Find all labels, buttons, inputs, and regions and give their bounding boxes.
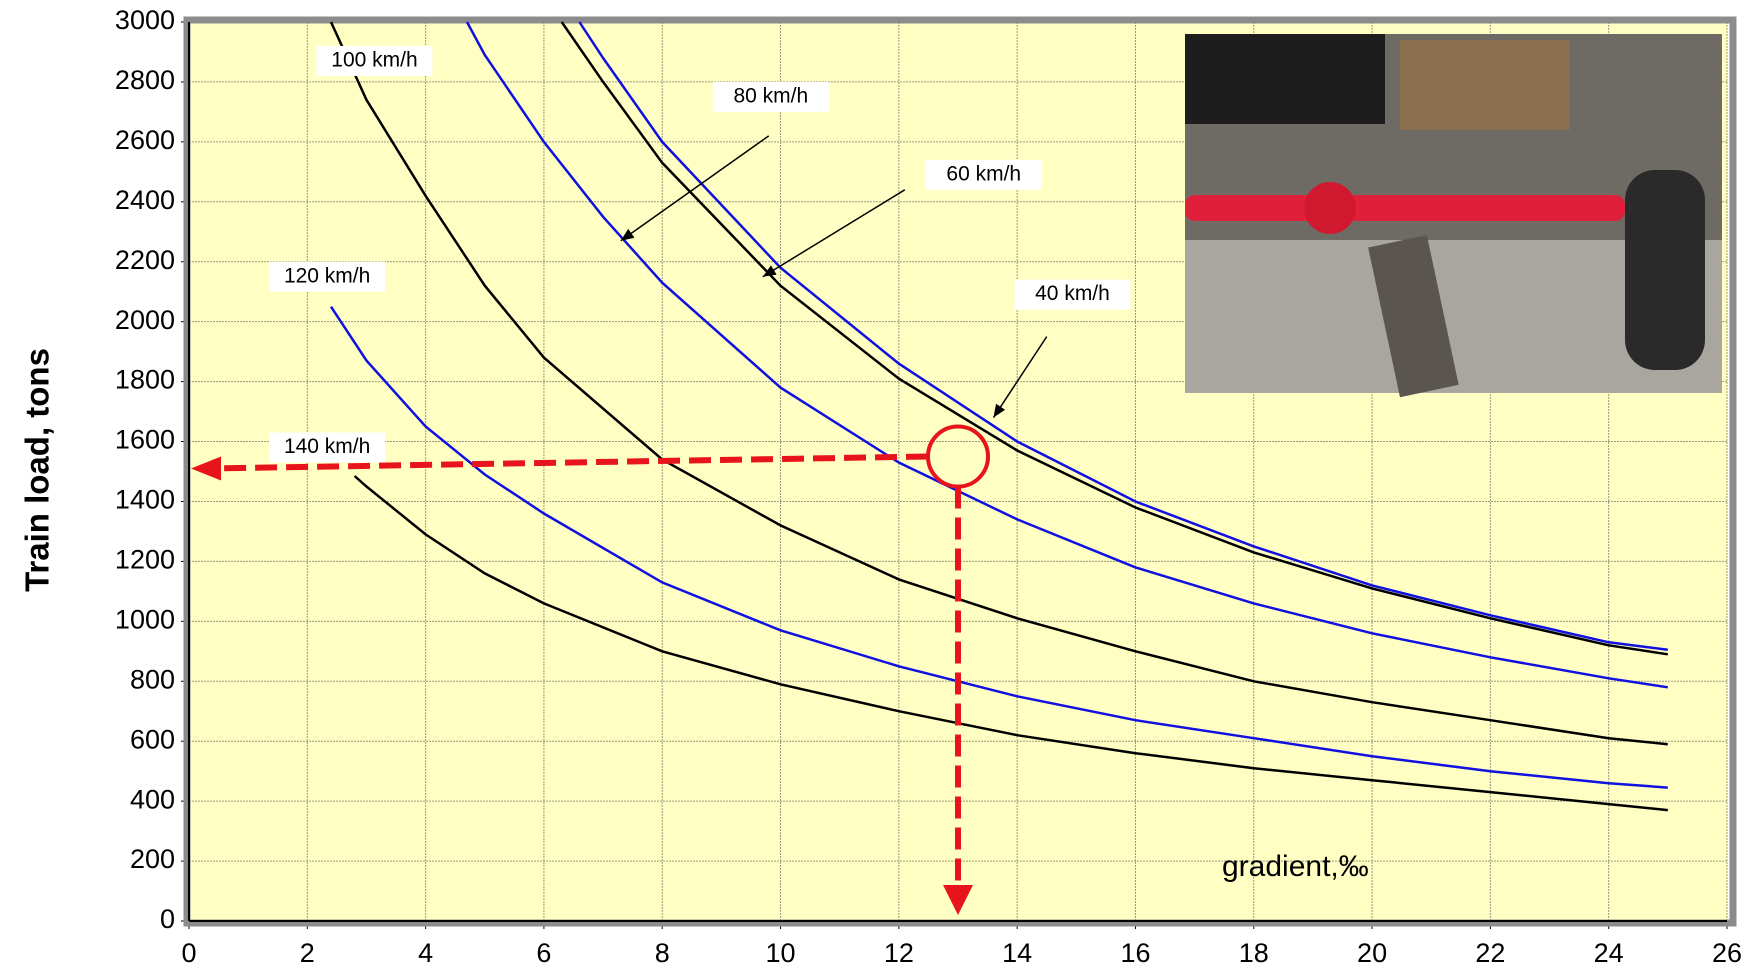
label-bg xyxy=(712,81,829,112)
label-arrow xyxy=(762,189,906,278)
series-line xyxy=(329,21,1668,746)
y-tick-label: 2200 xyxy=(115,245,175,275)
x-tick-label: 14 xyxy=(1002,938,1032,968)
series-label: 40 km/h xyxy=(1035,282,1110,305)
x-tick-label: 26 xyxy=(1712,938,1742,968)
y-tick-label: 0 xyxy=(160,904,175,934)
arrow-head xyxy=(620,228,635,241)
x-tick-label: 12 xyxy=(884,938,914,968)
series-label: 80 km/h xyxy=(733,84,808,107)
x-tick-label: 18 xyxy=(1239,938,1269,968)
y-axis-label: Train load, tons xyxy=(19,348,56,592)
label-arrow xyxy=(620,135,770,242)
y-tick-label: 2400 xyxy=(115,185,175,215)
annotation: gradient,‰ xyxy=(1222,850,1369,883)
x-tick-label: 10 xyxy=(766,938,796,968)
photo-wheel xyxy=(1625,170,1705,370)
plot-frame xyxy=(183,16,1737,927)
y-tick-label: 1400 xyxy=(115,485,175,515)
y-tick-label: 200 xyxy=(130,844,175,874)
x-tick-label: 16 xyxy=(1120,938,1150,968)
y-tick-label: 600 xyxy=(130,724,175,754)
label-bg xyxy=(316,45,433,76)
highlight-line-h xyxy=(208,453,929,472)
x-tick-label: 20 xyxy=(1357,938,1387,968)
arrow-head xyxy=(993,403,1006,418)
series-line xyxy=(560,21,1668,656)
y-tick-label: 2600 xyxy=(115,125,175,155)
series-line xyxy=(578,21,1668,652)
x-tick-label: 0 xyxy=(181,938,196,968)
x-tick-label: 22 xyxy=(1475,938,1505,968)
series-label: 60 km/h xyxy=(946,162,1021,185)
y-tick-label: 2800 xyxy=(115,65,175,95)
x-tick-label: 2 xyxy=(300,938,315,968)
photo-tank xyxy=(1185,34,1385,124)
series-label: 120 km/h xyxy=(284,264,370,287)
y-tick-label: 1000 xyxy=(115,604,175,634)
series-label: 140 km/h xyxy=(284,435,370,458)
photo-cylinder xyxy=(1400,40,1570,130)
label-bg xyxy=(1014,279,1131,310)
label-arrow xyxy=(992,336,1048,418)
arrow-head xyxy=(762,265,777,277)
y-tick-label: 1600 xyxy=(115,425,175,455)
photo-coupler xyxy=(1185,195,1625,221)
series-label: 100 km/h xyxy=(331,49,417,72)
series-line xyxy=(353,475,1668,812)
photo-pin xyxy=(1304,182,1356,234)
photo-rail xyxy=(1368,235,1459,398)
x-tick-label: 4 xyxy=(418,938,433,968)
y-tick-label: 800 xyxy=(130,664,175,694)
y-tick-label: 1800 xyxy=(115,365,175,395)
y-tick-label: 1200 xyxy=(115,545,175,575)
y-tick-label: 400 xyxy=(130,784,175,814)
arrow-head xyxy=(943,885,973,915)
x-tick-label: 24 xyxy=(1594,938,1624,968)
label-bg xyxy=(269,432,386,463)
label-bg xyxy=(925,159,1042,190)
label-bg xyxy=(269,261,386,292)
y-tick-label: 3000 xyxy=(115,5,175,35)
x-tick-label: 8 xyxy=(655,938,670,968)
y-tick-label: 2000 xyxy=(115,305,175,335)
series-line xyxy=(329,306,1668,789)
arrow-head xyxy=(191,456,221,481)
x-tick-label: 6 xyxy=(536,938,551,968)
photo xyxy=(1185,34,1722,398)
